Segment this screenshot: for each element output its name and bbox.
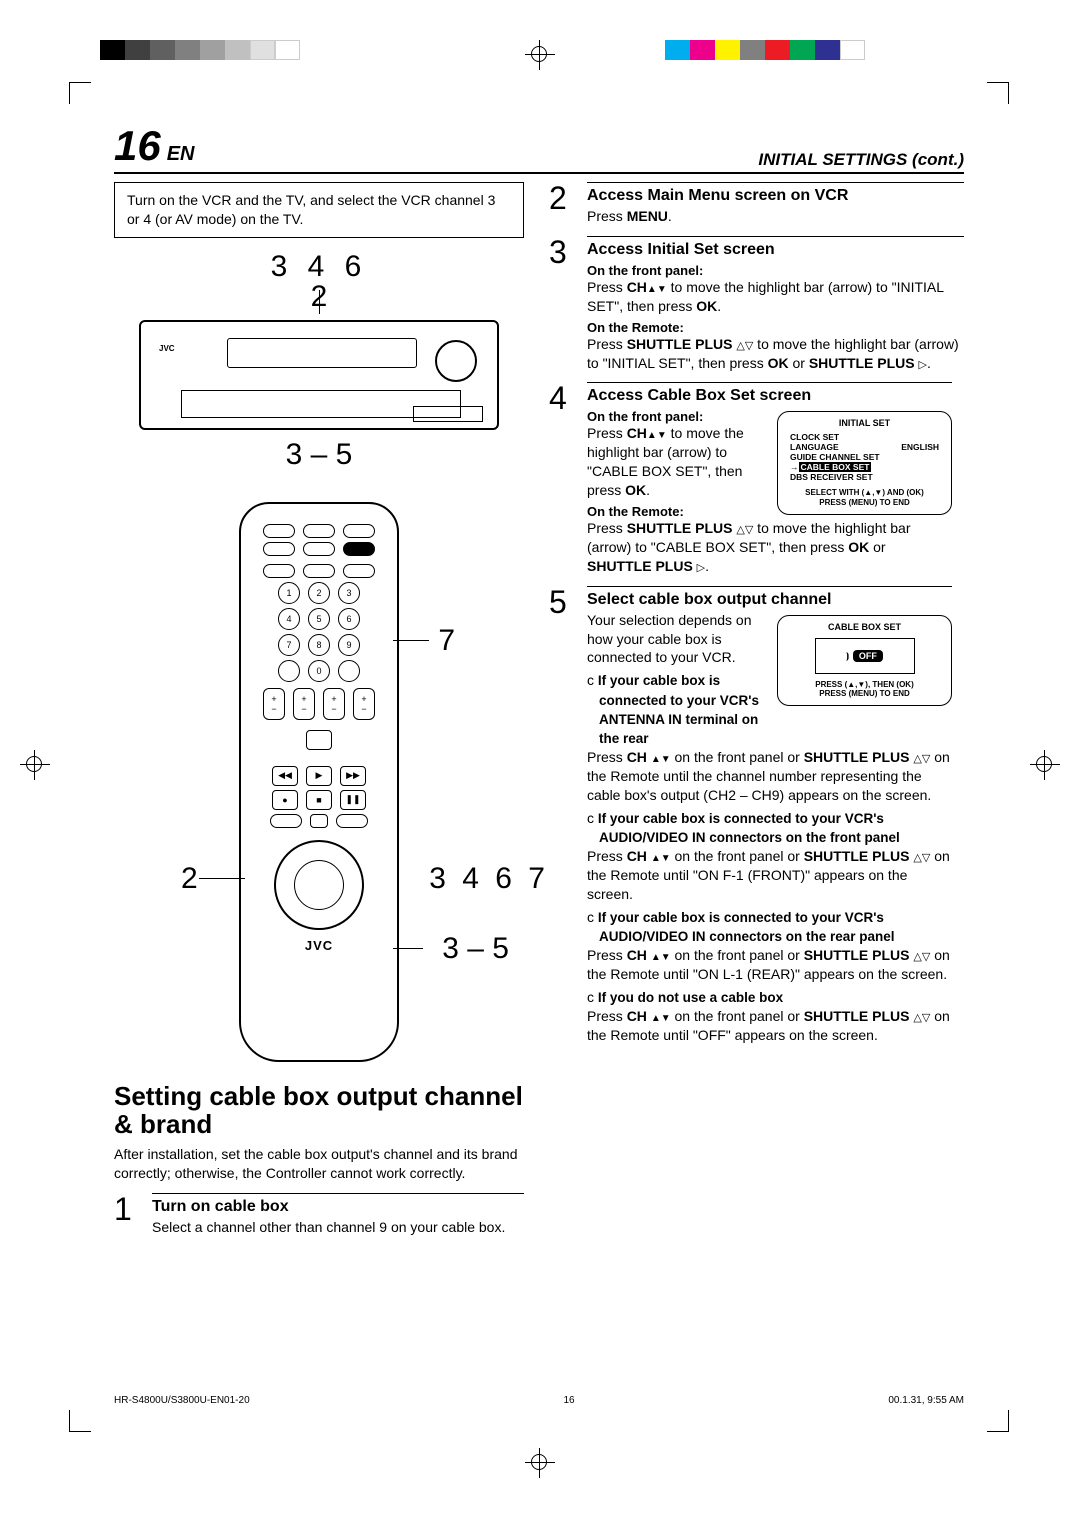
step-subhead: On the front panel: xyxy=(587,263,964,278)
step-title: Access Main Menu screen on VCR xyxy=(587,187,964,205)
step-1: 1 Turn on cable box Select a channel oth… xyxy=(114,1193,524,1237)
remote-brand: JVC xyxy=(241,938,397,953)
page-frame: 16 EN INITIAL SETTINGS (cont.) Turn on t… xyxy=(69,82,1009,1432)
left-column: Turn on the VCR and the TV, and select t… xyxy=(114,182,524,1237)
step-number: 5 xyxy=(549,586,575,1046)
page-section-title: INITIAL SETTINGS (cont.) xyxy=(758,150,964,170)
step-number: 1 xyxy=(114,1193,140,1237)
page-header: 16 EN INITIAL SETTINGS (cont.) xyxy=(114,122,964,174)
step-text: Press SHUTTLE PLUS to move the highlight… xyxy=(587,335,964,373)
bullet-body: Press CH on the front panel or SHUTTLE P… xyxy=(587,946,952,984)
crosshair-icon xyxy=(525,1448,555,1478)
vcr-callout-bottom: 3 – 5 xyxy=(114,438,524,472)
step-title: Select cable box output channel xyxy=(587,591,952,609)
remote-callout-2: 2 xyxy=(181,862,198,896)
page-number: 16 xyxy=(114,122,161,170)
bullet-item: c If your cable box is connected to your… xyxy=(587,908,952,946)
crosshair-icon xyxy=(1030,750,1060,780)
crosshair-icon xyxy=(20,750,50,780)
vcr-callout-top: 3 4 6 xyxy=(114,250,524,284)
bullet-body: Press CH on the front panel or SHUTTLE P… xyxy=(587,847,952,904)
registration-colorbar-left xyxy=(100,40,300,60)
remote-callout-3467: 3 4 6 7 xyxy=(429,862,549,896)
step-text: Press CH to move the highlight bar (arro… xyxy=(587,278,964,316)
bullet-body: Press CH on the front panel or SHUTTLE P… xyxy=(587,748,952,805)
step-4: 4 Access Cable Box Set screen INITIAL SE… xyxy=(549,382,964,575)
step-number: 4 xyxy=(549,382,575,575)
step-subhead: On the Remote: xyxy=(587,320,964,335)
bullet-item: c If your cable box is connected to your… xyxy=(587,809,952,847)
page-footer: HR-S4800U/S3800U-EN01-20 16 00.1.31, 9:5… xyxy=(114,1395,964,1406)
step-3: 3 Access Initial Set screen On the front… xyxy=(549,236,964,373)
remote-illustration: 123 456 789 0 +−+−+−+− ◀◀▶▶▶ ●■❚❚ JVC 7 … xyxy=(189,502,449,1062)
remote-callout-35: 3 – 5 xyxy=(442,932,509,966)
bullet-item: c If you do not use a cable box xyxy=(587,988,952,1007)
step-text: Press SHUTTLE PLUS to move the highlight… xyxy=(587,519,952,576)
footer-timestamp: 00.1.31, 9:55 AM xyxy=(888,1395,964,1406)
right-column: 2 Access Main Menu screen on VCR Press M… xyxy=(549,182,964,1045)
remote-callout-7: 7 xyxy=(438,624,455,658)
footer-page: 16 xyxy=(563,1395,574,1406)
section-title: Setting cable box output channel & brand xyxy=(114,1082,524,1139)
page-lang: EN xyxy=(167,143,195,166)
step-2: 2 Access Main Menu screen on VCR Press M… xyxy=(549,182,964,226)
bullet-body: Press CH on the front panel or SHUTTLE P… xyxy=(587,1007,952,1045)
osd-initial-set: INITIAL SET CLOCK SET LANGUAGEENGLISH GU… xyxy=(777,411,952,514)
step-title: Turn on cable box xyxy=(152,1198,524,1216)
osd-cable-box-set: CABLE BOX SET ⦘OFF PRESS (▲,▼), THEN (OK… xyxy=(777,615,952,706)
section-body: After installation, set the cable box ou… xyxy=(114,1145,524,1183)
footer-doc: HR-S4800U/S3800U-EN01-20 xyxy=(114,1395,250,1406)
registration-colorbar-right xyxy=(665,40,865,60)
step-text: Select a channel other than channel 9 on… xyxy=(152,1218,524,1237)
step-number: 2 xyxy=(549,182,575,226)
intro-box: Turn on the VCR and the TV, and select t… xyxy=(114,182,524,238)
crosshair-icon xyxy=(525,40,555,70)
vcr-illustration: JVC xyxy=(139,320,499,430)
step-5: 5 Select cable box output channel CABLE … xyxy=(549,586,964,1046)
step-title: Access Initial Set screen xyxy=(587,241,964,259)
step-number: 3 xyxy=(549,236,575,373)
step-title: Access Cable Box Set screen xyxy=(587,387,952,405)
step-text: Press MENU. xyxy=(587,207,964,226)
